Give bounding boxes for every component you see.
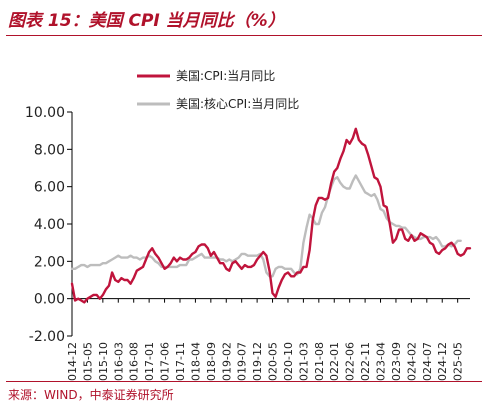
y-tick-label: 8.00: [34, 142, 65, 158]
x-tick-label: 2022-01: [328, 342, 341, 381]
x-tick-label: 2016-08: [128, 342, 141, 381]
series-line-core-cpi: [70, 174, 462, 278]
x-tick-label: 2021-03: [297, 342, 310, 381]
x-tick-label: 2017-06: [159, 342, 172, 381]
x-tick-label: 2015-10: [97, 342, 110, 381]
legend-label: 美国:核心CPI:当月同比: [176, 97, 299, 111]
x-tick-label: 2017-11: [174, 342, 187, 381]
x-tick-label: 2018-09: [205, 342, 218, 381]
x-tick-label: 2022-11: [359, 342, 372, 381]
x-tick-label: 2023-09: [390, 342, 403, 381]
x-tick-label: 2023-04: [375, 342, 388, 381]
source-divider: [6, 381, 482, 382]
x-tick-label: 2019-07: [236, 342, 249, 381]
y-tick-label: 0.00: [34, 292, 65, 308]
x-tick-label: 2018-04: [189, 342, 202, 381]
x-tick-label: 2017-01: [143, 342, 156, 381]
y-tick-label: 6.00: [34, 180, 65, 196]
x-axis: 2014-12 2015-05 2015-10 2016-03 2016-08 2017-…: [66, 298, 470, 381]
source-note: 来源：WIND，中泰证券研究所: [8, 388, 174, 402]
legend-label: 美国:CPI:当月同比: [176, 69, 275, 83]
x-tick-label: 2014-12: [66, 342, 79, 381]
x-tick-label: 2021-08: [313, 342, 326, 381]
y-tick-label: 2.00: [34, 254, 65, 270]
x-tick-label: 2019-02: [220, 342, 233, 381]
series-line-cpi: [70, 127, 472, 304]
x-tick-label: 2020-10: [282, 342, 295, 381]
x-tick-label: 2019-12: [251, 342, 264, 381]
y-tick-label: -2.00: [29, 329, 65, 345]
y-tick-label: 4.00: [34, 217, 65, 233]
series-lines: [70, 127, 472, 304]
title-divider: [6, 35, 482, 36]
x-tick-label: 2025-05: [452, 342, 465, 381]
x-tick-label: 2015-05: [81, 342, 94, 381]
x-tick-label: 2024-12: [436, 342, 449, 381]
x-tick-label: 2016-03: [112, 342, 125, 381]
x-tick-label: 2024-07: [421, 342, 434, 381]
x-tick-label: 2024-02: [405, 342, 418, 381]
y-tick-label: 10.00: [25, 105, 65, 121]
y-axis: -2.00 0.00 2.00 4.00 6.00 8.00 10.00: [25, 105, 73, 345]
page-title: 图表 15：美国 CPI 当月同比（%）: [8, 11, 285, 31]
x-tick-label: 2020-05: [267, 342, 280, 381]
x-tick-label: 2022-06: [344, 342, 357, 381]
